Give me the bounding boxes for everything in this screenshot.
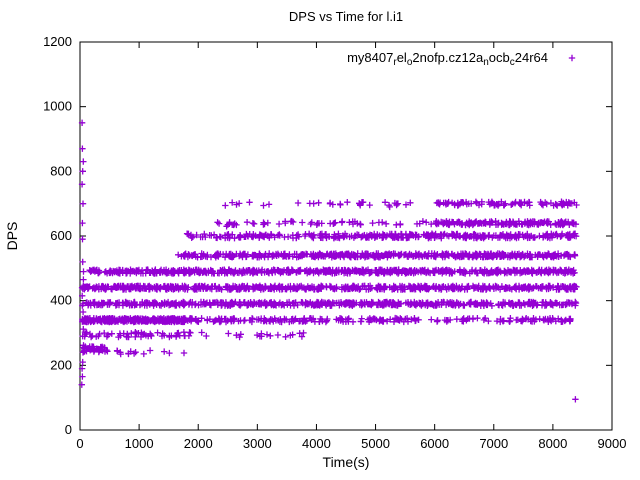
legend-label: my8407relo2nofp.cz12anocbc24r64 — [347, 50, 548, 68]
scatter-band — [81, 329, 307, 341]
x-tick-label: 5000 — [361, 436, 390, 451]
scatter-band — [79, 282, 580, 293]
x-tick-label: 9000 — [598, 436, 627, 451]
scatter-band — [222, 198, 580, 209]
legend: my8407relo2nofp.cz12anocbc24r64 — [347, 50, 576, 68]
scatter-band — [79, 314, 574, 326]
y-axis-label: DPS — [4, 222, 20, 251]
x-tick-label: 6000 — [420, 436, 449, 451]
y-tick-label: 0 — [65, 422, 72, 437]
chart-title: DPS vs Time for l.i1 — [289, 9, 403, 24]
y-tick-label: 1000 — [43, 99, 72, 114]
scatter-band — [104, 347, 173, 358]
scatter-extra-points — [78, 119, 579, 403]
scatter-band — [183, 230, 580, 242]
y-tick-label: 600 — [50, 228, 72, 243]
x-tick-label: 8000 — [538, 436, 567, 451]
x-tick-label: 7000 — [479, 436, 508, 451]
scatter-band — [79, 298, 580, 309]
scatter-band — [86, 266, 578, 277]
x-tick-label: 4000 — [302, 436, 331, 451]
scatter-band — [175, 250, 579, 261]
x-tick-label: 1000 — [125, 436, 154, 451]
x-axis-label: Time(s) — [323, 454, 370, 470]
y-tick-label: 800 — [50, 163, 72, 178]
legend-marker-icon — [568, 54, 576, 62]
y-tick-label: 200 — [50, 357, 72, 372]
x-tick-label: 3000 — [243, 436, 272, 451]
axes: 0 1000 2000 3000 4000 5000 6000 7000 8000 9000 0 20… — [43, 34, 626, 451]
x-tick-label: 0 — [76, 436, 83, 451]
data-points — [78, 119, 580, 403]
y-tick-label: 400 — [50, 293, 72, 308]
scatter-band — [214, 217, 580, 229]
x-tick-label: 2000 — [184, 436, 213, 451]
y-tick-label: 1200 — [43, 34, 72, 49]
